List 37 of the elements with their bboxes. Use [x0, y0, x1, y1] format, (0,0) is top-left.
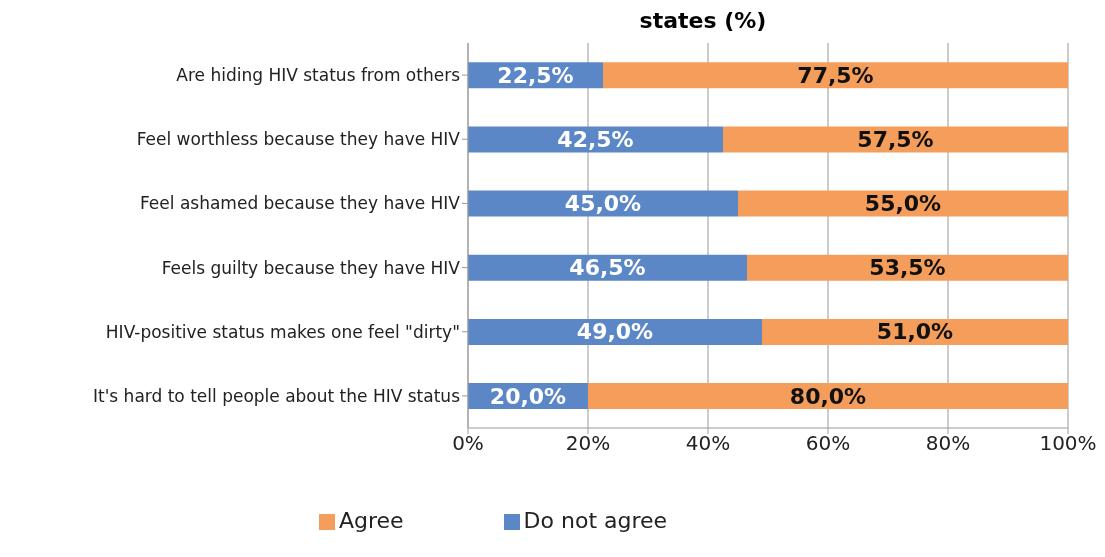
chart-title: states (%)	[638, 8, 768, 33]
y-tick-label: HIV-positive status makes one feel "dirty"	[105, 321, 460, 342]
legend-label: Agree	[338, 508, 404, 533]
data-label: 42,5%	[557, 126, 634, 152]
data-label: 80,0%	[789, 383, 867, 409]
data-label: 49,0%	[576, 319, 654, 345]
x-tick-label: 80%	[925, 431, 971, 456]
data-label: 45,0%	[564, 191, 642, 217]
data-label: 55,0%	[864, 191, 942, 217]
x-tick-label: 0%	[452, 431, 484, 456]
data-label: 20,0%	[489, 383, 567, 409]
data-label: 46,5%	[569, 255, 646, 281]
data-label: 51,0%	[876, 319, 954, 345]
y-tick-label: Feel ashamed because they have HIV	[140, 193, 461, 214]
bar	[603, 62, 1068, 89]
data-label: 22,5%	[497, 62, 574, 88]
y-tick-label: Feels guilty because they have HIV	[161, 257, 461, 278]
bar	[762, 318, 1068, 345]
bar	[468, 254, 747, 281]
bar	[468, 126, 723, 153]
bar	[588, 383, 1068, 410]
x-tick-label: 40%	[685, 431, 731, 456]
data-label: 53,5%	[869, 255, 946, 281]
bar	[723, 126, 1068, 153]
data-label: 57,5%	[857, 126, 934, 152]
bar	[747, 254, 1068, 281]
bar	[468, 190, 738, 217]
y-tick-label: It's hard to tell people about the HIV status	[93, 385, 461, 406]
x-tick-label: 20%	[565, 431, 611, 456]
bar	[468, 318, 762, 345]
y-tick-label: Feel worthless because they have HIV	[136, 129, 461, 150]
bar	[738, 190, 1068, 217]
x-tick-label: 100%	[1039, 431, 1097, 456]
data-label: 77,5%	[797, 62, 874, 88]
y-tick-label: Are hiding HIV status from others	[176, 65, 461, 86]
x-tick-label: 60%	[805, 431, 851, 456]
legend-label: Do not agree	[523, 508, 668, 533]
